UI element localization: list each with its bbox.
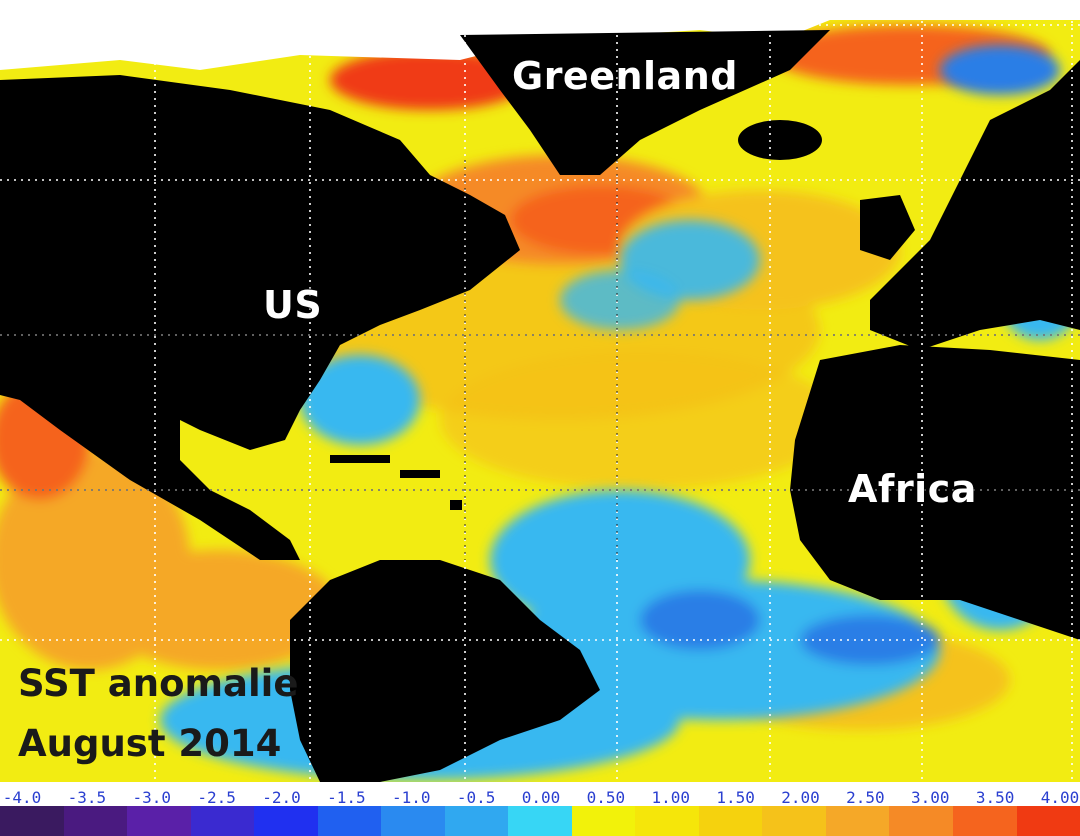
legend-swatch (508, 806, 572, 836)
baffin-landmass (200, 105, 370, 175)
legend-swatch (381, 806, 445, 836)
legend-swatch (444, 806, 509, 836)
legend-tick-label: -2.0 (262, 788, 301, 807)
africa-label: Africa (848, 467, 977, 511)
legend-tick-label: 0.00 (521, 788, 561, 807)
greenland-landmass (460, 30, 830, 175)
legend-swatch (762, 806, 826, 836)
legend-tick-labels: -4.0 -3.5 -3.0 -2.5 -2.0 -1.5 -1.0 -0.5 0.00 0.50… (0, 788, 1080, 810)
legend-swatch (127, 806, 191, 836)
legend-tick-label: -0.5 (456, 788, 496, 807)
legend-tick-label: 2.00 (781, 788, 820, 807)
legend-tick-label: 4.00 (1040, 788, 1080, 807)
legend-tick-label: 3.00 (910, 788, 950, 807)
legend-swatch (190, 806, 255, 836)
south-america-landmass (290, 560, 600, 782)
legend-tick-label: 1.00 (651, 788, 691, 807)
legend-swatch (63, 806, 128, 836)
legend-tick-label: -1.0 (391, 788, 431, 807)
legend-tick-label: -4.0 (2, 788, 42, 807)
legend-tick-label: -1.5 (327, 788, 366, 807)
legend-tick-label: 3.50 (975, 788, 1015, 807)
map-caption-line1: SST anomalie (18, 662, 299, 705)
greenland-label: Greenland (512, 54, 738, 98)
north-america-landmass (0, 75, 520, 560)
legend-swatch (571, 806, 636, 836)
legend-swatch (635, 806, 699, 836)
legend-swatch (698, 806, 763, 836)
legend-swatch (952, 806, 1017, 836)
sst-anomaly-map: Greenland US Africa SST anomalie August … (0, 0, 1080, 782)
legend-swatch (254, 806, 318, 836)
europe-landmass (870, 60, 1080, 350)
legend-tick-label: -3.5 (67, 788, 107, 807)
legend-color-bar (0, 806, 1080, 836)
legend-tick-label: 0.50 (586, 788, 626, 807)
legend-tick-label: -3.0 (132, 788, 172, 807)
legend-swatch (317, 806, 382, 836)
land-masses (0, 30, 1080, 782)
legend-tick-label: 2.50 (846, 788, 885, 807)
legend-swatch (1016, 806, 1080, 836)
map-caption-line2: August 2014 (18, 722, 282, 765)
legend-swatch (825, 806, 890, 836)
africa-landmass (790, 345, 1080, 640)
us-label: US (263, 283, 323, 327)
legend-swatch (889, 806, 953, 836)
legend-tick-label: 1.50 (716, 788, 755, 807)
legend-swatch (0, 806, 64, 836)
legend-tick-label: -2.5 (197, 788, 236, 807)
